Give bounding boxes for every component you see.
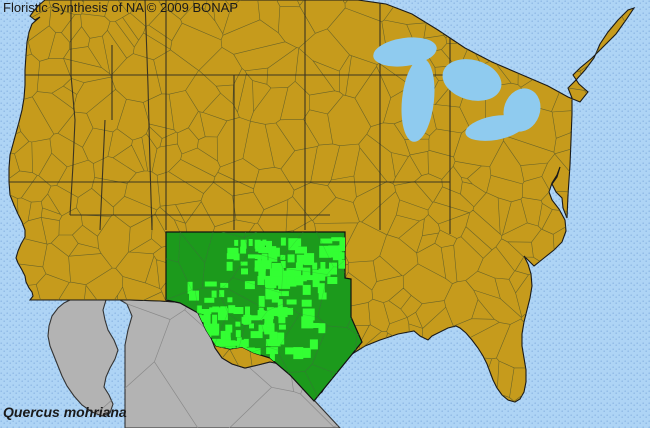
svg-text:Quercus mohriana: Quercus mohriana bbox=[3, 404, 127, 420]
svg-text:Floristic Synthesis of NA © 20: Floristic Synthesis of NA © 2009 BONAP bbox=[3, 0, 238, 15]
